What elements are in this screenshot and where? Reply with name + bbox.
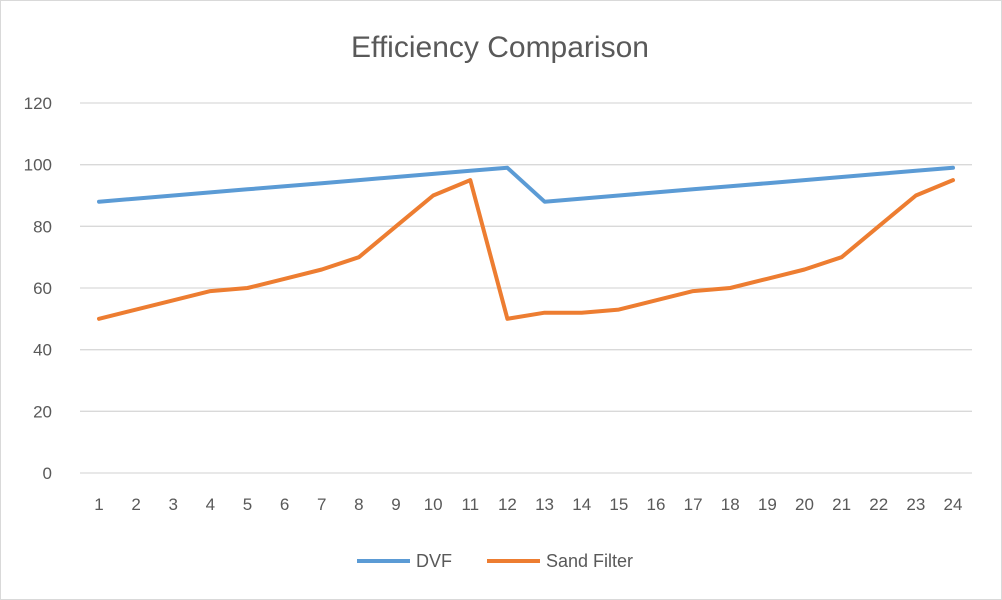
x-tick-label: 4 — [206, 495, 215, 514]
x-tick-label: 23 — [906, 495, 925, 514]
x-tick-label: 7 — [317, 495, 326, 514]
x-tick-label: 8 — [354, 495, 363, 514]
x-tick-label: 2 — [131, 495, 140, 514]
y-tick-label: 0 — [43, 464, 52, 483]
x-tick-label: 12 — [498, 495, 517, 514]
x-tick-label: 11 — [461, 495, 479, 514]
x-tick-label: 6 — [280, 495, 289, 514]
x-tick-label: 19 — [758, 495, 777, 514]
y-tick-label: 60 — [33, 279, 52, 298]
y-tick-label: 120 — [24, 94, 52, 113]
legend: DVF Sand Filter — [357, 551, 633, 571]
series-lines — [97, 165, 955, 321]
x-tick-label: 17 — [684, 495, 703, 514]
legend-label-dvf: DVF — [416, 551, 452, 571]
y-tick-label: 80 — [33, 217, 52, 236]
x-tick-label: 18 — [721, 495, 740, 514]
x-axis-tick-labels: 1 2 3 4 5 6 7 8 9 10 11 12 13 14 15 16 17 18 19 20 21 22 23 24 — [94, 495, 962, 514]
x-tick-label: 9 — [391, 495, 400, 514]
x-tick-label: 16 — [646, 495, 665, 514]
chart-title: Efficiency Comparison — [351, 31, 649, 64]
x-tick-label: 13 — [535, 495, 554, 514]
x-tick-label: 15 — [609, 495, 628, 514]
y-tick-label: 40 — [33, 341, 52, 360]
x-tick-label: 1 — [94, 495, 103, 514]
series-line-sand-filter — [97, 178, 955, 321]
gridlines — [80, 102, 972, 474]
legend-label-sand-filter: Sand Filter — [546, 551, 633, 571]
y-tick-label: 20 — [33, 402, 52, 421]
x-tick-label: 22 — [869, 495, 888, 514]
series-line-dvf — [97, 165, 955, 204]
x-tick-label: 21 — [832, 495, 851, 514]
x-tick-label: 3 — [169, 495, 178, 514]
y-axis-tick-labels: 0 20 40 60 80 100 120 — [24, 94, 52, 483]
y-tick-label: 100 — [24, 156, 52, 175]
x-tick-label: 24 — [944, 495, 963, 514]
x-tick-label: 14 — [572, 495, 591, 514]
x-tick-label: 20 — [795, 495, 814, 514]
x-tick-label: 5 — [243, 495, 252, 514]
x-tick-label: 10 — [424, 495, 443, 514]
